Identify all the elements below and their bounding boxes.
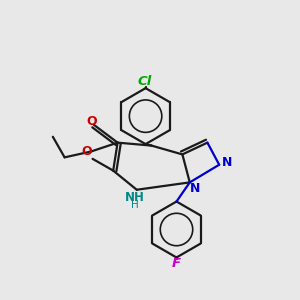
Text: O: O <box>81 145 92 158</box>
Text: NH: NH <box>125 191 145 205</box>
Text: F: F <box>172 257 181 271</box>
Text: H: H <box>131 200 139 210</box>
Text: N: N <box>190 182 200 195</box>
Text: Cl: Cl <box>138 75 152 88</box>
Text: O: O <box>86 115 97 128</box>
Text: N: N <box>222 156 233 169</box>
